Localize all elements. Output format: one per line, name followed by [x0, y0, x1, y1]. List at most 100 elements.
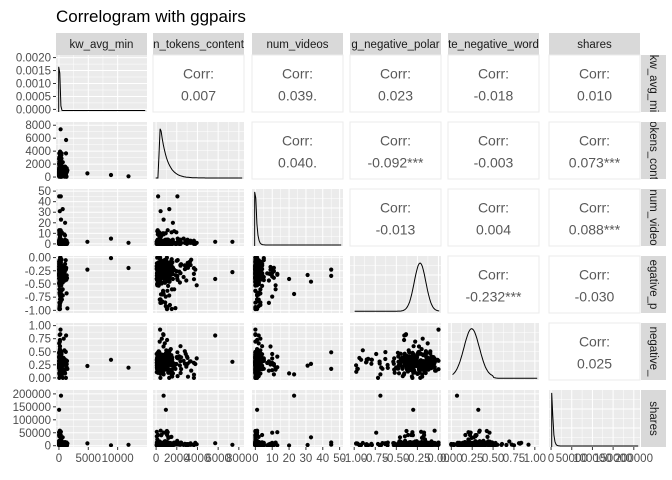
column-strip-5: [549, 33, 640, 55]
scatter-point: [435, 357, 440, 362]
scatter-point: [364, 360, 369, 365]
x-tick-label: 0.50: [482, 453, 504, 465]
scatter-point: [477, 429, 482, 434]
y-tick-label: 0: [45, 441, 51, 453]
scatter-point: [420, 336, 425, 341]
scatter-point: [169, 306, 174, 312]
scatter-point: [156, 261, 161, 267]
y-tick-label: 0.0020: [16, 53, 51, 65]
scatter-point: [397, 435, 403, 440]
scatter-point: [58, 371, 63, 376]
scatter-point: [108, 172, 114, 178]
scatter-point: [169, 368, 174, 373]
correlation-panel: [349, 54, 442, 113]
scatter-point: [411, 443, 416, 447]
scatter-point: [433, 368, 438, 373]
scatter-point: [108, 256, 114, 261]
scatter-point: [261, 256, 266, 261]
scatter-point: [185, 355, 190, 360]
scatter-point: [161, 241, 166, 246]
corr-value: -0.092***: [367, 155, 424, 171]
scatter-point: [64, 333, 69, 338]
scatter-point: [408, 354, 414, 359]
column-strip-1: [153, 33, 244, 55]
column-strip-label: num_videos: [266, 39, 328, 51]
scatter-point: [166, 283, 171, 288]
scatter-point: [62, 348, 67, 353]
y-tick-label: 8000: [25, 120, 51, 132]
scatter-point: [354, 441, 359, 446]
scatter-point: [156, 239, 161, 244]
scatter-point: [260, 344, 265, 349]
scatter-point: [406, 359, 411, 364]
x-tick-label: 200000: [615, 453, 653, 465]
scatter-point: [58, 327, 63, 332]
correlation-panel: [447, 255, 540, 314]
scatter-point: [489, 442, 494, 447]
scatter-point: [184, 278, 189, 283]
scatter-point: [213, 276, 218, 282]
scatter-point: [413, 339, 418, 344]
scatter-point: [63, 151, 69, 156]
panel-r0-c0: [56, 55, 147, 112]
scatter-point: [108, 357, 114, 362]
y-tick-label: 40: [38, 197, 51, 209]
scatter-point: [275, 272, 280, 277]
x-tick-label: 5000: [75, 453, 101, 465]
y-tick-label: 0.0005: [16, 91, 51, 103]
row-strip-2: [641, 189, 666, 246]
column-strip-4: [448, 33, 539, 55]
scatter-point: [177, 269, 182, 274]
scatter-point: [432, 428, 437, 433]
scatter-point: [165, 288, 170, 293]
scatter-point: [400, 355, 405, 360]
scatter-point: [178, 370, 183, 376]
scatter-point: [165, 357, 171, 362]
scatter-point: [169, 270, 175, 275]
scatter-point: [184, 240, 189, 245]
scatter-point: [156, 280, 161, 285]
scatter-point: [275, 354, 280, 359]
scatter-point: [158, 272, 163, 277]
x-tick-label: 150000: [594, 453, 632, 465]
scatter-point: [308, 279, 314, 284]
scatter-point: [58, 354, 63, 359]
scatter-point: [188, 262, 193, 268]
scatter-point: [266, 368, 271, 373]
scatter-point: [374, 430, 379, 435]
y-tick-label: 0.25: [29, 360, 51, 372]
row-strip-3: [641, 256, 666, 313]
scatter-point: [193, 440, 198, 445]
row-strip-4: [641, 323, 666, 380]
scatter-point: [255, 433, 260, 438]
scatter-point: [404, 428, 409, 434]
scatter-point: [383, 350, 388, 355]
scatter-point: [126, 240, 131, 245]
corr-label: Corr:: [183, 66, 214, 82]
scatter-point: [427, 361, 433, 366]
scatter-point: [155, 432, 161, 438]
scatter-point: [404, 363, 410, 368]
corr-value: -0.013: [376, 222, 416, 238]
scatter-point: [188, 238, 193, 243]
panel-r2-c4: Corr: 0.004: [447, 188, 540, 247]
x-tick-label: 0.00: [427, 453, 449, 465]
x-tick-label: 0: [56, 453, 62, 465]
row-strip-label: shares: [647, 401, 659, 436]
corr-label: Corr:: [579, 133, 610, 149]
scatter-point: [64, 365, 69, 370]
x-tick-label: 6000: [205, 453, 231, 465]
scatter-point: [478, 443, 483, 447]
scatter-point: [184, 443, 189, 447]
scatter-point: [260, 283, 265, 288]
scatter-point: [408, 364, 413, 370]
scatter-point: [402, 337, 407, 343]
x-tick-label: -0.25: [404, 453, 430, 465]
scatter-point: [292, 372, 297, 377]
y-tick-label: 30: [38, 207, 51, 219]
scatter-point: [161, 217, 166, 222]
scatter-point: [158, 300, 163, 305]
scatter-point: [170, 220, 175, 225]
scatter-point: [396, 371, 402, 376]
y-tick-label: 150000: [13, 402, 51, 414]
